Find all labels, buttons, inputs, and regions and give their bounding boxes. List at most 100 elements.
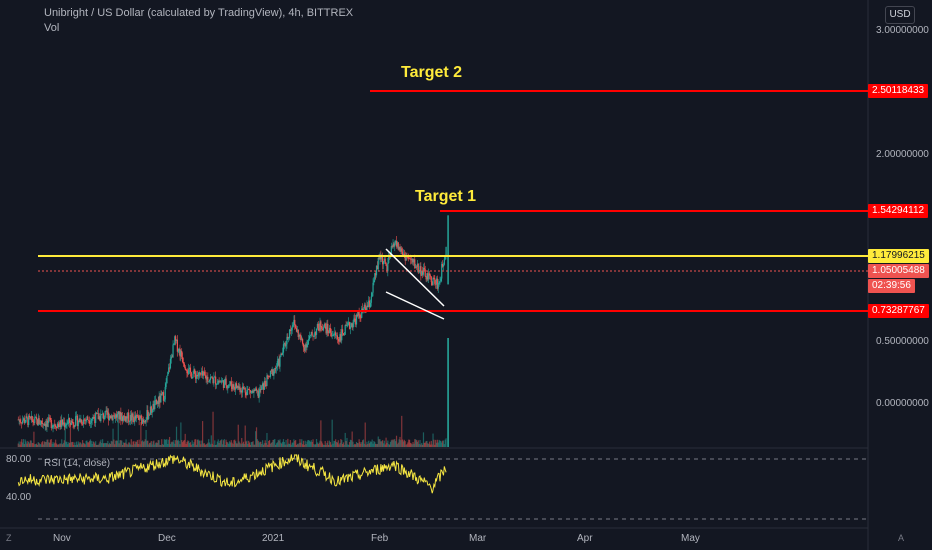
candle-body <box>223 379 225 388</box>
volume-bar <box>281 443 283 447</box>
candle-body <box>55 427 58 429</box>
candle-body <box>63 422 65 427</box>
candle-body <box>300 336 302 341</box>
candle-body <box>268 375 270 377</box>
candle-body <box>168 367 171 369</box>
volume-bar <box>410 443 412 447</box>
volume-bar <box>207 442 209 447</box>
volume-bar <box>282 441 284 447</box>
volume-bar <box>422 444 424 447</box>
volume-bar <box>294 440 296 447</box>
volume-bar <box>350 440 352 447</box>
target2-annotation[interactable]: Target 2 <box>401 64 463 81</box>
volume-bar <box>18 441 20 447</box>
volume-bar <box>384 444 386 447</box>
volume-bar <box>258 442 260 447</box>
volume-bar <box>115 440 117 447</box>
zoom-reset-icon[interactable]: Z <box>6 533 12 543</box>
volume-bar <box>352 441 354 447</box>
volume-bar <box>47 439 49 447</box>
rsi-tick: 80.00 <box>6 454 32 465</box>
candle-body <box>28 415 30 426</box>
candle-body <box>392 243 394 247</box>
volume-bar <box>300 442 302 447</box>
target1-annotation[interactable]: Target 1 <box>415 188 477 205</box>
volume-bar <box>414 439 416 447</box>
candle-body <box>53 424 55 426</box>
candle-body <box>164 386 166 400</box>
volume-bar <box>86 440 88 447</box>
volume-bar <box>128 442 130 447</box>
rsi-tick: 40.00 <box>6 492 32 503</box>
candle-body <box>249 390 252 393</box>
volume-bar <box>102 443 105 447</box>
candle-body <box>59 420 61 427</box>
candle-body <box>173 343 175 345</box>
volume-bar <box>96 444 98 447</box>
candle-body <box>423 267 425 270</box>
candle-body <box>375 265 378 276</box>
candle-body <box>135 415 138 419</box>
volume-bar <box>105 442 107 447</box>
candle-body <box>254 389 256 391</box>
volume-bar <box>204 444 206 447</box>
candle-body <box>142 419 145 423</box>
candle-body <box>25 416 27 422</box>
candle-body <box>398 247 400 250</box>
volume-bar <box>244 425 246 447</box>
volume-bar <box>422 432 425 447</box>
volume-bar <box>269 443 272 447</box>
volume-bar <box>386 442 388 447</box>
volume-bar <box>221 439 223 447</box>
volume-bar <box>403 439 405 447</box>
rsi-label: RSI (14, close) <box>44 458 111 469</box>
volume-bar <box>375 444 378 447</box>
candle-body <box>74 425 76 427</box>
volume-bar <box>224 444 226 447</box>
candle-body <box>137 415 139 418</box>
volume-bar <box>210 435 212 447</box>
candle-body <box>205 376 207 380</box>
volume-bar <box>397 442 399 447</box>
candle-body <box>268 376 271 378</box>
candle-body <box>303 347 305 351</box>
volume-bar <box>215 444 217 447</box>
time-tick: Nov <box>53 533 71 544</box>
candle-body <box>188 367 191 369</box>
volume-bar <box>299 439 301 447</box>
volume-bar <box>93 441 95 447</box>
volume-bar <box>48 442 51 447</box>
candle-body <box>235 383 238 389</box>
price-tick: 2.00000000 <box>876 149 929 160</box>
candle-body <box>36 419 38 426</box>
volume-bar <box>147 440 149 447</box>
volume-bar <box>402 441 405 447</box>
volume-bar <box>186 441 188 447</box>
currency-button[interactable]: USD <box>885 6 915 24</box>
candle-body <box>226 385 228 389</box>
candle-body <box>34 417 36 423</box>
candle-body <box>129 415 132 422</box>
candle-body <box>255 388 258 391</box>
volume-bar <box>91 443 93 447</box>
candle-body <box>68 417 71 423</box>
volume-bar <box>302 440 305 447</box>
candle-body <box>213 377 215 384</box>
candle-body <box>21 422 23 424</box>
volume-bar <box>278 440 280 447</box>
candle-body <box>155 400 158 404</box>
volume-bar <box>282 439 285 447</box>
candle-body <box>308 335 311 340</box>
candle-body <box>155 400 157 401</box>
candle-body <box>334 332 336 335</box>
volume-bar <box>345 441 347 447</box>
candle-body <box>24 421 26 424</box>
candle-body <box>322 327 325 331</box>
volume-bar <box>136 440 138 447</box>
candle-body <box>438 283 440 284</box>
candle-body <box>61 419 63 427</box>
candle-body <box>149 406 152 415</box>
candle-body <box>262 383 265 390</box>
auto-scale-icon[interactable]: A <box>898 533 905 543</box>
